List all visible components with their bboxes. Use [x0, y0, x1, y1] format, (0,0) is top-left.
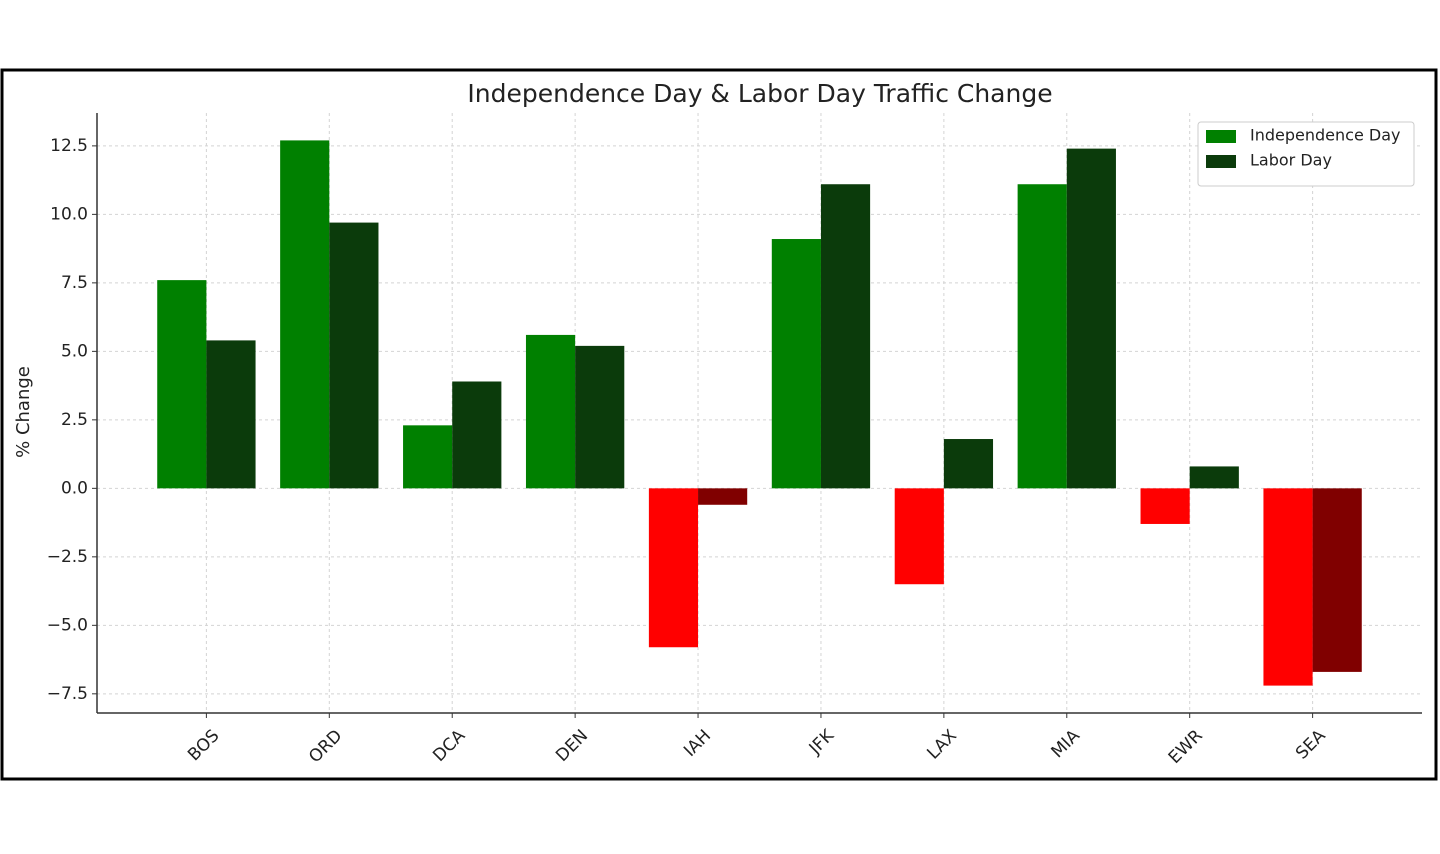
bar	[1263, 488, 1313, 686]
bar	[157, 280, 207, 489]
bar	[1066, 148, 1116, 489]
legend-swatch	[1206, 130, 1236, 143]
legend-box	[1197, 121, 1415, 187]
bar	[575, 345, 625, 489]
bar	[280, 140, 330, 489]
bar	[1017, 184, 1067, 489]
bar	[820, 184, 871, 489]
bar	[698, 488, 748, 505]
y-tick-label: 7.5	[61, 273, 88, 293]
bar	[403, 425, 453, 489]
y-axis-label: % Change	[13, 366, 34, 458]
bar	[771, 239, 821, 489]
bar	[525, 334, 576, 489]
bar	[1189, 466, 1239, 489]
y-tick-label: 5.0	[61, 341, 88, 361]
bar	[1140, 488, 1190, 524]
bar	[894, 488, 944, 585]
y-tick-label: −7.5	[47, 684, 88, 704]
y-tick-label: 10.0	[50, 204, 88, 224]
legend-swatch	[1206, 155, 1236, 168]
bar	[452, 381, 502, 489]
y-tick-label: 0.0	[61, 478, 88, 498]
y-tick-label: 2.5	[61, 410, 88, 430]
y-tick-label: −5.0	[47, 615, 88, 635]
bar	[1312, 488, 1362, 672]
bar	[329, 222, 379, 489]
bar	[648, 488, 699, 648]
y-tick-label: 12.5	[50, 136, 88, 156]
chart-title: Independence Day & Labor Day Traffic Cha…	[467, 79, 1052, 108]
y-tick-label: −2.5	[47, 547, 88, 567]
legend-label: Labor Day	[1250, 151, 1332, 170]
bar	[943, 439, 994, 489]
bar	[206, 340, 256, 489]
legend-label: Independence Day	[1250, 126, 1400, 145]
